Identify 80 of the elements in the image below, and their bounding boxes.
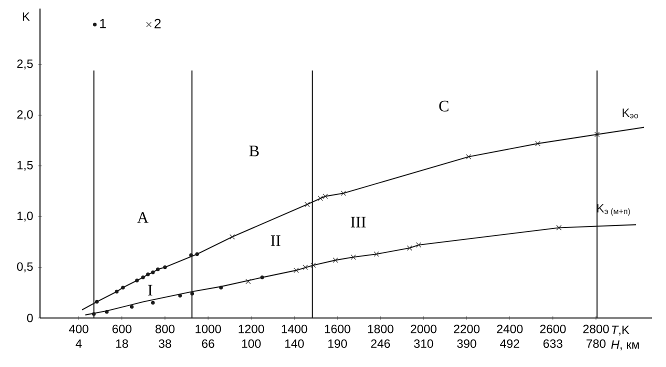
point <box>332 258 338 263</box>
text: 4 <box>76 339 82 348</box>
text: 633 <box>543 339 562 348</box>
point <box>406 245 412 251</box>
x-tick-label: 800 <box>156 324 175 334</box>
x-tick-label: 600 <box>112 324 132 334</box>
point <box>114 290 119 294</box>
text: 66 <box>202 339 214 348</box>
point <box>230 234 235 240</box>
point <box>130 304 134 309</box>
x-tick-label: 2600 <box>540 324 566 334</box>
point <box>374 251 380 257</box>
annotation: C <box>439 100 448 112</box>
text: 18 <box>116 339 128 348</box>
point <box>151 300 155 305</box>
point <box>594 132 600 138</box>
y-tick-label: 0 <box>27 314 33 322</box>
text: 780 <box>586 339 606 348</box>
x-tick-label: 1600 <box>324 324 350 334</box>
annotation: B <box>249 146 259 156</box>
x-axis-title: T,K <box>612 326 630 336</box>
y-axis-title: K <box>22 12 30 21</box>
point <box>190 292 194 296</box>
point <box>189 253 193 257</box>
point <box>416 242 422 248</box>
point <box>304 202 310 208</box>
annotation: II <box>270 235 280 246</box>
point <box>92 312 96 316</box>
point <box>340 190 346 196</box>
text: 100 <box>242 339 261 348</box>
text: 246 <box>371 339 390 348</box>
annotation: III <box>350 216 366 228</box>
annotation: I <box>148 284 152 296</box>
point <box>535 140 540 146</box>
text: 310 <box>414 339 434 348</box>
x-tick-label: 1400 <box>282 324 308 334</box>
text: 140 <box>285 339 304 348</box>
point <box>95 300 99 304</box>
point <box>195 252 199 256</box>
text: 492 <box>500 339 520 348</box>
series-label: $\mathrm{K}_{\text{э (м+п)}}$ <box>597 204 630 216</box>
x-tick-label: 1800 <box>368 324 394 334</box>
x-tick-label: 400 <box>69 324 88 334</box>
x-tick-label: 2200 <box>454 324 480 334</box>
point <box>466 154 472 160</box>
point <box>151 270 155 274</box>
y-tick-label: 1,5 <box>18 160 33 171</box>
point <box>163 265 167 270</box>
point <box>156 267 160 272</box>
series-label: $\mathrm{K}_{\text{эо}}$ <box>622 108 638 118</box>
text: H, км <box>611 340 639 350</box>
point <box>246 278 251 284</box>
point <box>556 225 562 230</box>
legend-label: 1 <box>100 18 106 28</box>
point <box>104 310 109 314</box>
x-tick-label: 1000 <box>196 324 221 334</box>
annotation: A <box>137 212 148 223</box>
x-tick-label: 1200 <box>238 324 264 334</box>
text: 190 <box>328 339 347 348</box>
point <box>178 294 182 298</box>
point <box>302 264 308 270</box>
point <box>135 278 139 282</box>
text: 38 <box>158 339 172 348</box>
point <box>294 268 299 273</box>
point <box>310 262 316 268</box>
y-tick-label: 0,5 <box>17 262 33 272</box>
x-tick-label: 2400 <box>497 324 523 334</box>
x-tick-label: 2800 <box>583 324 609 334</box>
point <box>121 286 125 290</box>
point <box>141 276 145 280</box>
point <box>260 276 264 280</box>
y-tick-label: 1,0 <box>18 212 33 222</box>
x-tick-label: 2000 <box>410 324 436 334</box>
y-tick-label: 2,5 <box>17 59 33 70</box>
point <box>350 254 356 260</box>
y-tick-label: 2,0 <box>17 110 33 120</box>
point <box>219 286 223 290</box>
point <box>146 272 150 276</box>
legend-label: 2 <box>154 18 161 28</box>
text: 390 <box>457 339 476 348</box>
